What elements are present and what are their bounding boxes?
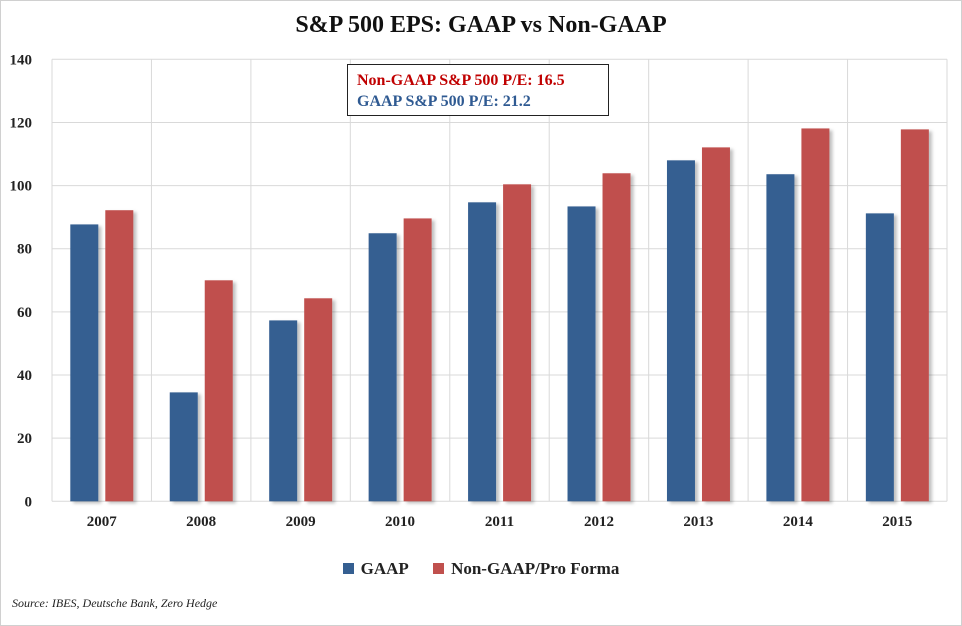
- x-tick-label: 2010: [385, 514, 415, 530]
- nongaap-pe-label: Non-GAAP S&P 500 P/E: 16.5: [357, 72, 565, 89]
- bar-gaap-2015: [865, 213, 894, 502]
- legend-swatch-gaap: [342, 563, 354, 574]
- bar-nongaap-2013: [701, 147, 730, 502]
- y-tick-label: 40: [17, 368, 32, 384]
- x-tick-label: 2008: [186, 514, 216, 530]
- bar-gaap-2011: [468, 202, 497, 502]
- x-tick-label: 2011: [485, 514, 514, 530]
- x-tick-label: 2012: [584, 514, 614, 530]
- legend-item-nongaap: Non-GAAP/Pro Forma: [433, 559, 619, 579]
- bar-nongaap-2015: [900, 129, 929, 502]
- y-tick-label: 80: [17, 242, 32, 258]
- bar-gaap-2009: [269, 320, 298, 502]
- bar-gaap-2010: [368, 233, 397, 502]
- y-tick-label: 20: [17, 431, 32, 447]
- bar-nongaap-2014: [801, 128, 830, 502]
- legend: GAAP Non-GAAP/Pro Forma: [0, 559, 962, 579]
- bar-gaap-2012: [567, 206, 596, 502]
- x-tick-label: 2013: [683, 514, 713, 530]
- pe-annotation-box: Non-GAAP S&P 500 P/E: 16.5 GAAP S&P 500 …: [347, 64, 609, 116]
- bar-nongaap-2007: [105, 210, 134, 502]
- y-tick-label: 120: [10, 115, 33, 131]
- bar-nongaap-2011: [503, 184, 532, 502]
- y-tick-label: 0: [25, 494, 33, 510]
- bar-gaap-2007: [70, 224, 99, 502]
- legend-label-nongaap: Non-GAAP/Pro Forma: [451, 559, 620, 578]
- bar-nongaap-2010: [403, 218, 432, 502]
- legend-item-gaap: GAAP: [342, 559, 409, 579]
- bar-gaap-2008: [169, 392, 198, 502]
- legend-label-gaap: GAAP: [360, 559, 409, 578]
- x-tick-label: 2009: [286, 514, 316, 530]
- bar-nongaap-2009: [304, 298, 333, 502]
- y-tick-label: 140: [10, 52, 33, 68]
- y-tick-label: 60: [17, 305, 32, 321]
- x-tick-label: 2014: [783, 514, 814, 530]
- x-tick-label: 2007: [87, 514, 118, 530]
- legend-swatch-nongaap: [433, 563, 445, 574]
- y-tick-label: 100: [10, 179, 33, 195]
- bar-nongaap-2008: [204, 280, 233, 502]
- x-tick-label: 2015: [882, 514, 912, 530]
- bar-gaap-2014: [766, 174, 795, 502]
- source-note: Source: IBES, Deutsche Bank, Zero Hedge: [12, 596, 218, 610]
- chart-title: S&P 500 EPS: GAAP vs Non-GAAP: [295, 12, 667, 38]
- bar-gaap-2013: [666, 160, 695, 502]
- gaap-pe-label: GAAP S&P 500 P/E: 21.2: [357, 93, 531, 110]
- bar-nongaap-2012: [602, 173, 631, 502]
